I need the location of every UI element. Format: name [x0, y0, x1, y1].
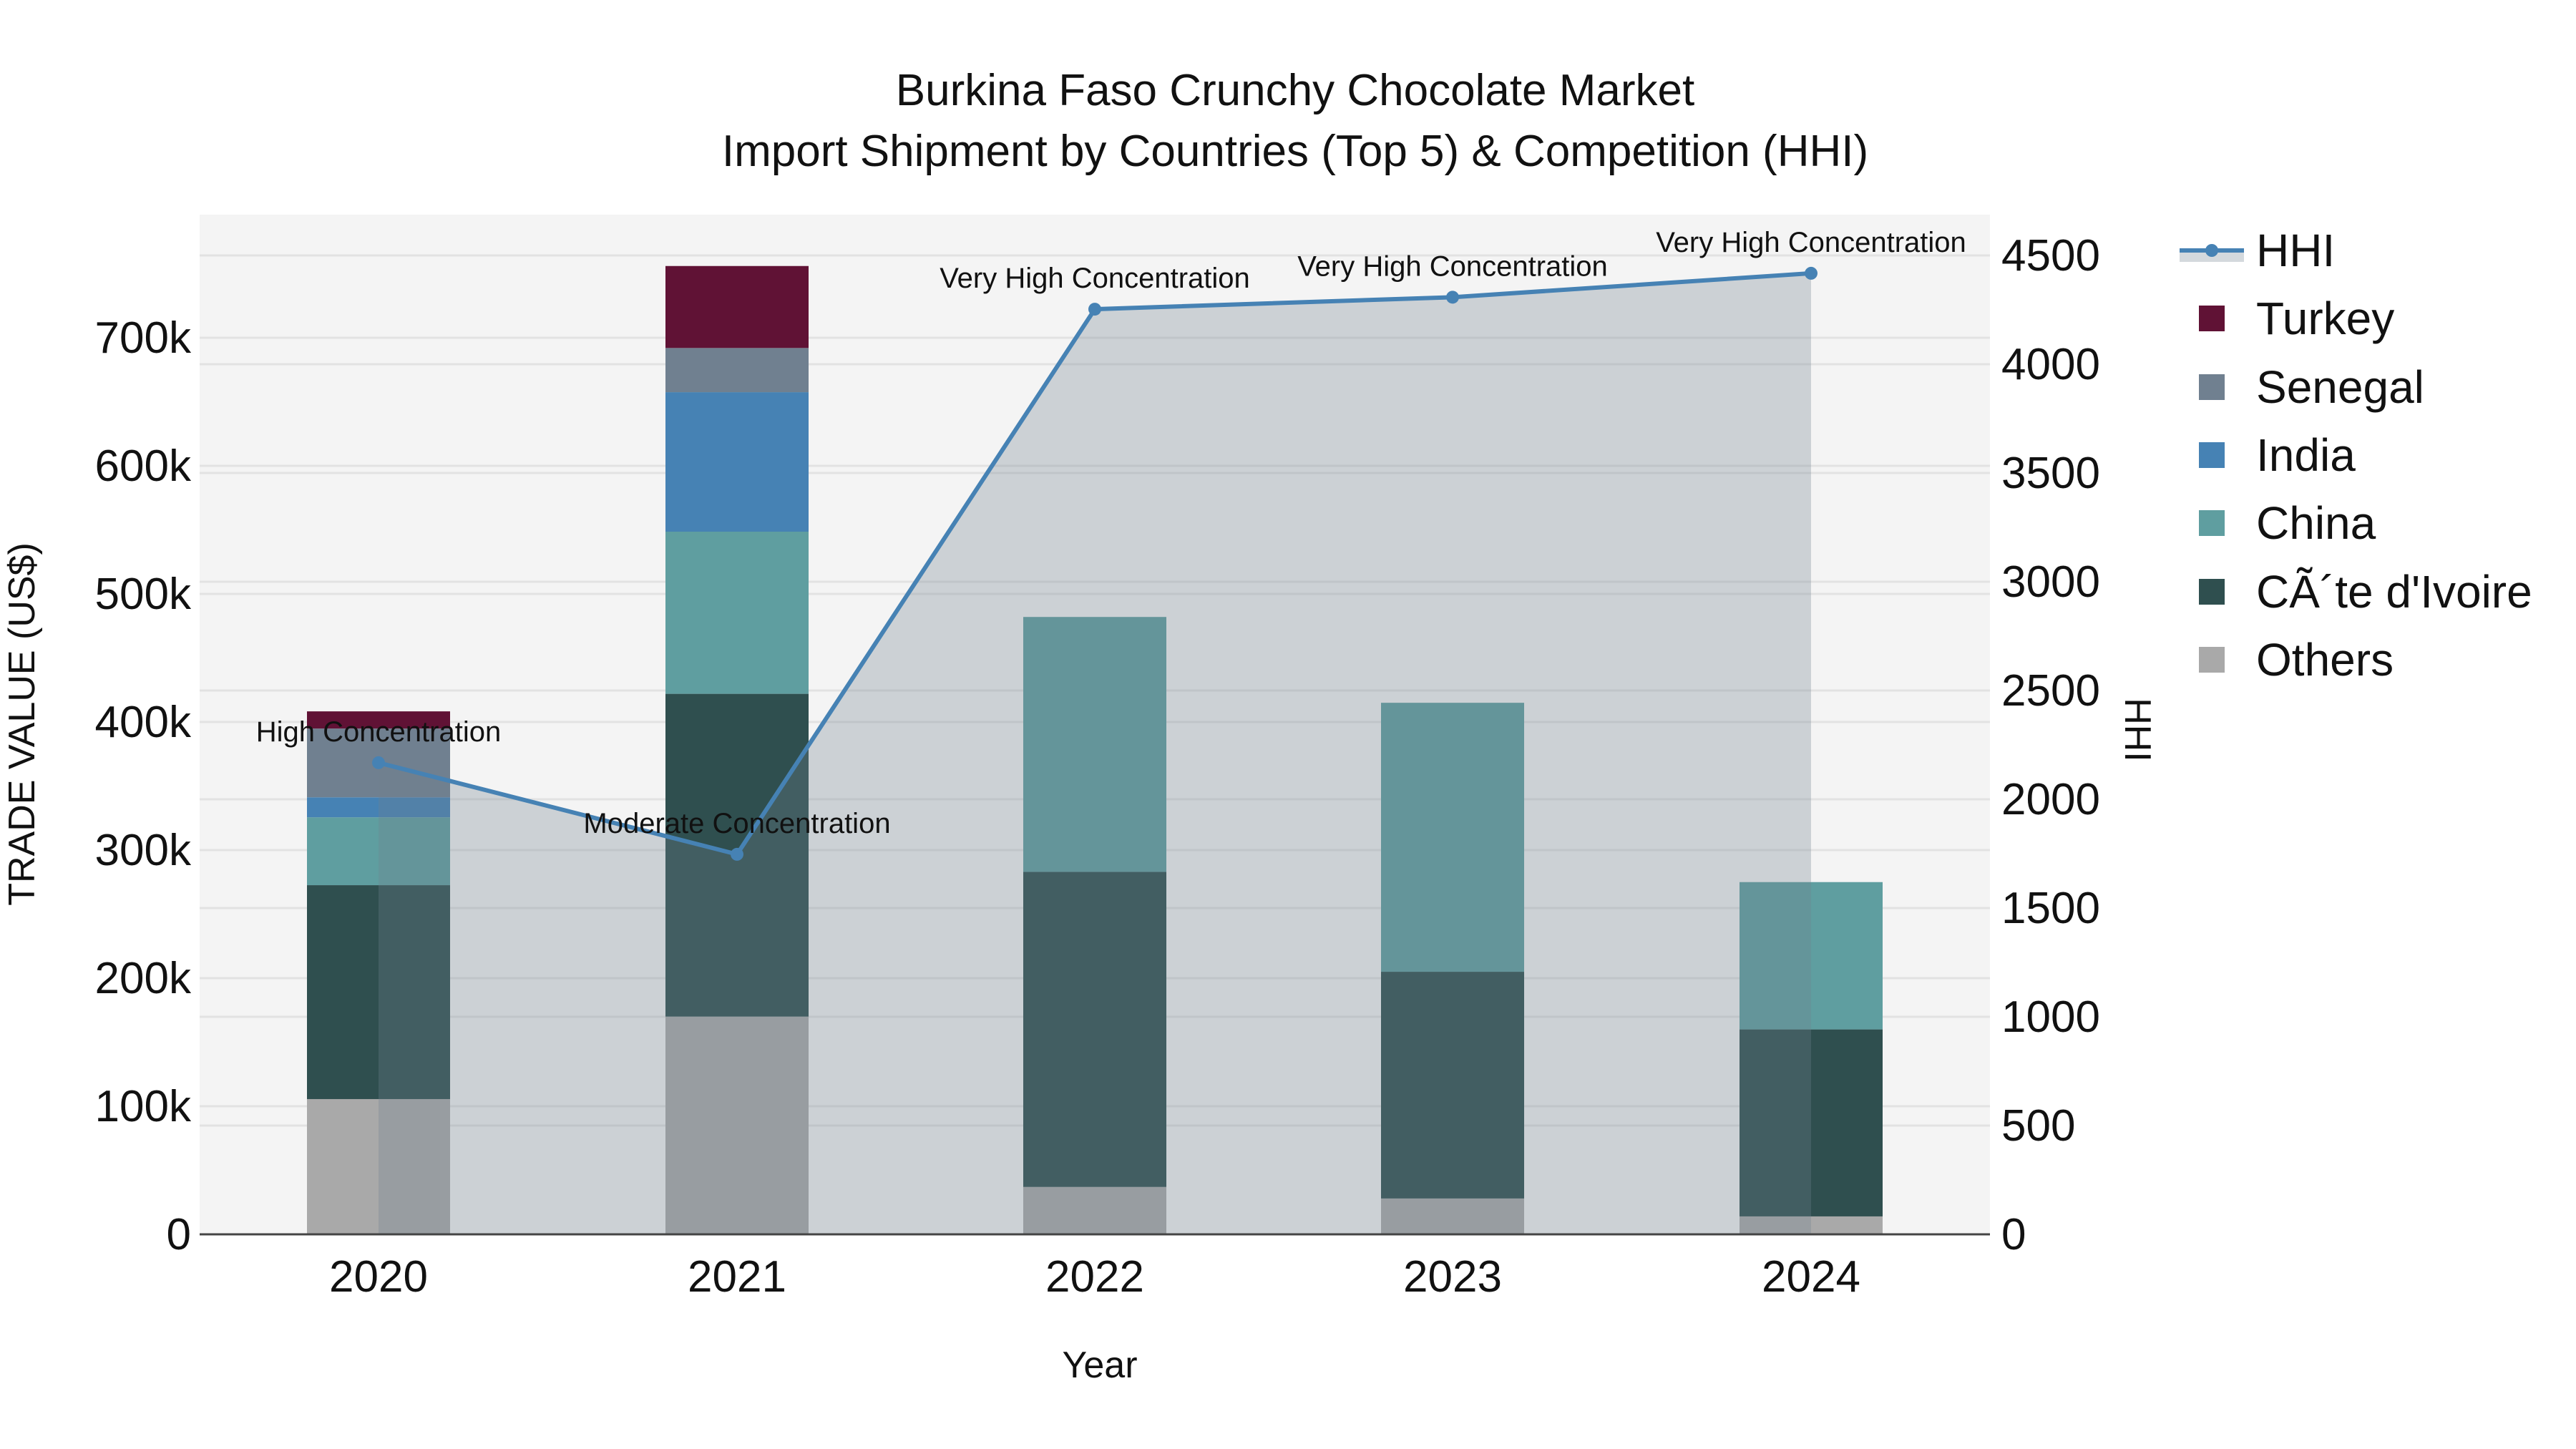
legend-swatch-icon — [2199, 306, 2225, 332]
y-right-tick-label: 4500 — [2001, 231, 2100, 280]
bar-segment-c-te-d-ivoire-2024[interactable] — [1740, 1029, 1883, 1216]
y-left-tick-label: 600k — [95, 441, 192, 491]
legend-label: Senegal — [2256, 361, 2424, 413]
bar-segment-others-2023[interactable] — [1381, 1198, 1524, 1234]
bar-segment-india-2020[interactable] — [307, 797, 450, 818]
y-right-tick-label: 4000 — [2001, 340, 2100, 389]
bar-segment-c-te-d-ivoire-2022[interactable] — [1023, 872, 1166, 1187]
bar-segment-china-2024[interactable] — [1740, 882, 1883, 1030]
bar-segment-china-2021[interactable] — [665, 532, 809, 694]
legend-item-c-te-d-ivoire[interactable]: CÃ´te d'Ivoire — [2175, 563, 2562, 620]
hhi-annotations: High Concentration Moderate Concentration… — [256, 227, 1966, 839]
y-left-tick-label: 100k — [95, 1082, 192, 1131]
hhi-annotation-2022: Very High Concentration — [940, 263, 1250, 294]
hhi-area-fill — [379, 273, 1811, 1235]
legend-item-hhi[interactable]: HHI — [2175, 222, 2562, 279]
legend-label: China — [2256, 497, 2376, 550]
x-tick-label-2023: 2023 — [1403, 1252, 1502, 1302]
bar-segment-turkey-2020[interactable] — [307, 711, 450, 729]
y-axis-right-title: HHI — [2117, 698, 2158, 762]
hhi-annotation-2023: Very High Concentration — [1297, 250, 1608, 282]
y-right-tick-label: 2000 — [2001, 775, 2100, 824]
y-axis-left-ticks: 0 100k 200k 300k 400k 500k 600k 700k — [95, 313, 192, 1259]
x-axis-title: Year — [1062, 1345, 1137, 1386]
y-axis-right-ticks: 0 500 1000 1500 2000 2500 3000 3500 4000 4500 — [2001, 231, 2100, 1259]
legend-item-senegal[interactable]: Senegal — [2175, 358, 2562, 416]
chart-title-line2: Import Shipment by Countries (Top 5) & C… — [721, 127, 1869, 176]
y-right-tick-label: 3500 — [2001, 449, 2100, 498]
y-left-tick-label: 400k — [95, 698, 192, 747]
x-tick-label-2022: 2022 — [1045, 1252, 1144, 1302]
bar-segment-others-2020[interactable] — [307, 1098, 450, 1234]
x-axis-ticks: 2020 2021 2022 2023 2024 — [329, 1252, 1860, 1302]
bar-segment-others-2021[interactable] — [665, 1016, 809, 1234]
hhi-marker-2022[interactable] — [1088, 303, 1101, 316]
legend-label: CÃ´te d'Ivoire — [2256, 565, 2532, 618]
hhi-annotation-2020: High Concentration — [256, 716, 501, 748]
hhi-marker-2020[interactable] — [372, 756, 385, 769]
y-right-tick-label: 0 — [2001, 1210, 2026, 1259]
hhi-marker-2024[interactable] — [1805, 266, 1818, 280]
y-right-tick-label: 1500 — [2001, 884, 2100, 933]
y-left-tick-label: 500k — [95, 570, 192, 619]
y-left-tick-label: 300k — [95, 826, 192, 875]
legend-label: HHI — [2256, 225, 2336, 276]
bar-segment-senegal-2021[interactable] — [665, 348, 809, 393]
bar-segment-others-2024[interactable] — [1740, 1216, 1883, 1234]
bar-segment-india-2021[interactable] — [665, 392, 809, 532]
legend-label: India — [2256, 429, 2356, 481]
y-right-tick-label: 2500 — [2001, 666, 2100, 716]
y-left-tick-label: 0 — [167, 1210, 191, 1259]
hhi-line-series — [372, 266, 1818, 1235]
bar-segment-china-2023[interactable] — [1381, 703, 1524, 972]
legend-swatch-icon — [2199, 646, 2225, 673]
hhi-annotation-2021: Moderate Concentration — [583, 808, 890, 839]
x-tick-label-2021: 2021 — [688, 1252, 786, 1302]
y-right-tick-label: 3000 — [2001, 557, 2100, 607]
legend-line-icon — [2180, 244, 2244, 262]
legend-item-china[interactable]: China — [2175, 494, 2562, 552]
chart-title-line1: Burkina Faso Crunchy Chocolate Market — [895, 66, 1695, 115]
legend-swatch-icon — [2199, 510, 2225, 537]
legend-item-india[interactable]: India — [2175, 426, 2562, 484]
y-left-tick-label: 700k — [95, 313, 192, 363]
bar-segment-c-te-d-ivoire-2020[interactable] — [307, 885, 450, 1099]
legend-item-turkey[interactable]: Turkey — [2175, 290, 2562, 347]
bar-segment-china-2022[interactable] — [1023, 617, 1166, 872]
hhi-annotation-2024: Very High Concentration — [1656, 227, 1966, 258]
bar-segment-c-te-d-ivoire-2023[interactable] — [1381, 972, 1524, 1199]
y-right-tick-label: 1000 — [2001, 992, 2100, 1042]
legend-swatch-icon — [2199, 441, 2225, 468]
legend-label: Others — [2256, 633, 2394, 686]
legend-swatch-icon — [2199, 578, 2225, 605]
x-tick-label-2024: 2024 — [1762, 1252, 1860, 1302]
legend-item-others[interactable]: Others — [2175, 631, 2562, 688]
stacked-bars — [307, 265, 1883, 1234]
bar-segment-others-2022[interactable] — [1023, 1186, 1166, 1234]
legend-swatch-icon — [2199, 374, 2225, 400]
hhi-marker-2023[interactable] — [1446, 291, 1459, 304]
y-left-tick-label: 200k — [95, 954, 192, 1003]
y-axis-left-title: TRADE VALUE (US$) — [1, 542, 43, 906]
bar-segment-turkey-2021[interactable] — [665, 265, 809, 348]
hhi-marker-2021[interactable] — [731, 847, 743, 861]
x-tick-label-2020: 2020 — [329, 1252, 428, 1302]
bar-segment-china-2020[interactable] — [307, 817, 450, 886]
legend-label: Turkey — [2256, 293, 2395, 345]
y-right-tick-label: 500 — [2001, 1101, 2075, 1151]
